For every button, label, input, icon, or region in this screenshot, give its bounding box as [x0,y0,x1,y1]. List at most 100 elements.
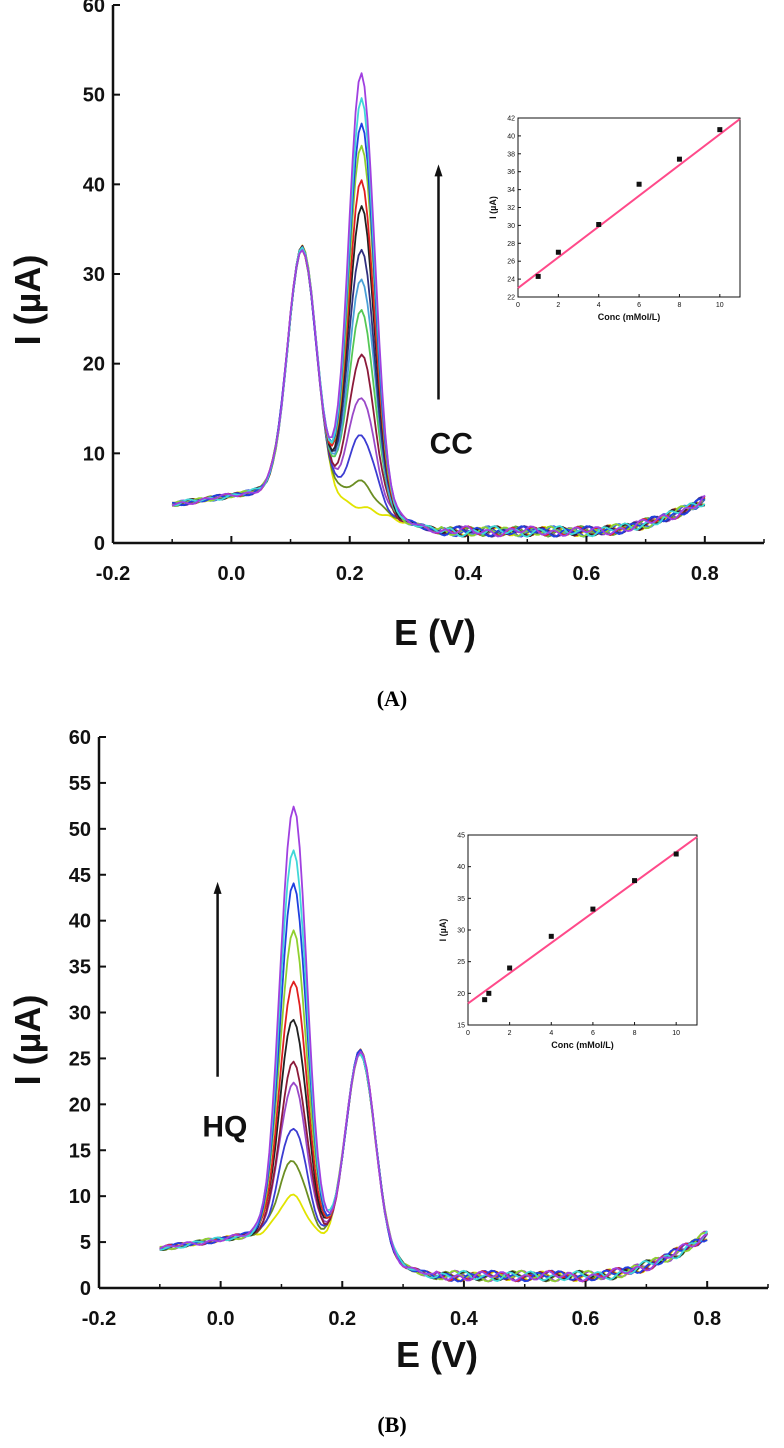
panel-b-inset-y-tick-label: 40 [457,864,465,871]
panel-b-series-c5 [159,1048,708,1283]
panel-b-inset-fit-line [467,836,698,1005]
panel-a-label: (A) [377,686,408,711]
panel-a-inset-point [636,181,642,187]
panel-b-inset-point [632,878,638,884]
panel-a-inset-x-tick-label: 4 [597,302,601,309]
panel-a-inset-point [535,273,541,279]
panel-a-inset-y-tick-label: 28 [507,241,515,248]
panel-b-y-tick-label: 55 [69,773,91,795]
panel-b-inset-point [590,906,596,912]
panel-a-x-tick-label: 0.8 [691,563,719,585]
panel-b-y-tick-label: 15 [69,1140,91,1162]
panel-a-y-tick-label: 60 [83,0,105,17]
panel-a-series-c14 [171,72,706,538]
panel-a-x-tick-label: 0.6 [573,563,601,585]
panel-a-y-tick-label: 50 [83,85,105,107]
panel-a-y-tick-label: 0 [94,533,105,555]
panel-a-x-tick-label: 0.0 [217,563,245,585]
panel-b-label: (B) [377,1412,406,1437]
panel-b-inset-y-tick-label: 45 [457,833,465,840]
panel-b-inset-y-tick-label: 25 [457,959,465,966]
panel-b-series-c4 [159,1051,708,1283]
panel-a-y-ticks: 0 10 20 30 40 50 60 [83,0,120,555]
panel-b-x-tick-label: 0.8 [693,1308,721,1330]
panel-b-series-c6 [159,1018,708,1282]
panel-b-x-tick-label: 0.0 [207,1308,235,1330]
panel-a-inset-point [676,156,682,162]
panel-a-inset-y-tick-label: 34 [507,187,515,194]
panel-a-inset-x-tick-label: 0 [516,302,520,309]
panel-a-inset-fit-line [517,118,741,289]
panel-b-inset-x-tick-label: 8 [633,1030,637,1037]
panel-b-y-tick-label: 5 [80,1232,91,1254]
panel-a-inset-x-tick-label: 2 [556,302,560,309]
panel-b-inset-point [673,851,679,857]
panel-a-inset-y-tick-label: 22 [507,295,515,302]
panel-b-inset-y-title: I (µA) [438,919,448,942]
panel-a-y-tick-label: 10 [83,443,105,465]
panel-b-inset-point [548,933,554,939]
panel-b-series-c8 [159,929,708,1283]
panel-b-inset-x-tick-label: 4 [549,1030,553,1037]
panel-a-y-tick-label: 20 [83,354,105,376]
panel-b-series-c1 [159,1048,708,1282]
panel-a-traces [171,72,706,538]
panel-a-arrow-head [434,164,443,177]
panel-a-x-tick-label: -0.2 [96,563,130,585]
panel-b-x-ticks: -0.2 0.0 0.2 0.4 0.6 0.8 [82,1281,769,1330]
panel-a-inset-y-tick-label: 42 [507,116,515,123]
panel-b-series-c11 [159,805,708,1283]
panel-b-y-ticks: 0 5 10 15 20 25 30 35 40 45 50 55 60 [69,727,106,1300]
panel-b-inset-y-tick-label: 35 [457,896,465,903]
panel-b-inset: 15 20 25 30 35 40 45 0 2 4 6 8 10 Conc (mMol/L) I (µA) [438,833,698,1050]
panel-a-annotation: CC [430,164,473,460]
panel-b-y-tick-label: 40 [69,911,91,933]
panel-b-inset-y-tick-label: 20 [457,991,465,998]
panel-a-inset-x-tick-label: 10 [716,302,724,309]
panel-b-x-tick-label: -0.2 [82,1308,116,1330]
panel-b-series-c10 [159,849,708,1282]
panel-b-y-tick-label: 60 [69,727,91,749]
panel-a-annotation-label: CC [430,427,473,460]
panel-b-inset-point [486,990,492,996]
panel-a-inset-y-tick-label: 40 [507,133,515,140]
panel-b-traces [159,805,708,1283]
panel-a-inset-x-title: Conc (mMol/L) [598,312,661,322]
panel-b-inset-y-tick-label: 30 [457,928,465,935]
panel-b-y-tick-label: 10 [69,1186,91,1208]
panel-b-x-axis-title: E (V) [396,1334,478,1375]
panel-b-arrow-head [213,881,222,894]
panel-b-x-tick-label: 0.4 [450,1308,479,1330]
panel-a-inset-point [717,127,723,133]
panel-b-annotation: HQ [202,881,247,1143]
panel-b-y-tick-label: 45 [69,865,91,887]
panel-a-inset-y-tick-label: 32 [507,205,515,212]
panel-b-inset-point [482,997,488,1003]
panel-b-series-c2 [159,1052,708,1283]
panel-b-series-c9 [159,882,708,1283]
panel-a-x-axis-title: E (V) [394,612,476,653]
panel-b-y-tick-label: 30 [69,1003,91,1025]
panel-a-inset-y-tick-label: 30 [507,223,515,230]
panel-b-y-tick-label: 35 [69,957,91,979]
panel-a-inset-y-tick-label: 24 [507,277,515,284]
panel-a-inset-point [555,249,561,255]
panel-b-y-tick-label: 50 [69,819,91,841]
panel-a-inset-y-tick-label: 36 [507,169,515,176]
panel-b-inset-x-tick-label: 10 [672,1030,680,1037]
panel-b-annotation-label: HQ [202,1110,247,1143]
panel-b-y-tick-label: 20 [69,1094,91,1116]
panel-b-series-c3 [159,1051,708,1283]
panel-b-inset-x-tick-label: 2 [508,1030,512,1037]
panel-b-y-tick-label: 0 [80,1278,91,1300]
panel-b-inset-y-tick-label: 15 [457,1023,465,1030]
panel-a-y-axis-title: I (µA) [7,255,48,346]
panel-a-y-tick-label: 30 [83,264,105,286]
panel-a-inset-point [596,222,602,228]
panel-a-x-ticks: -0.2 0.0 0.2 0.4 0.6 0.8 [96,536,765,585]
panel-a-inset-x-tick-label: 8 [678,302,682,309]
panel-b-inset-point [507,965,513,971]
panel-a-inset-y-title: I (µA) [488,196,498,219]
